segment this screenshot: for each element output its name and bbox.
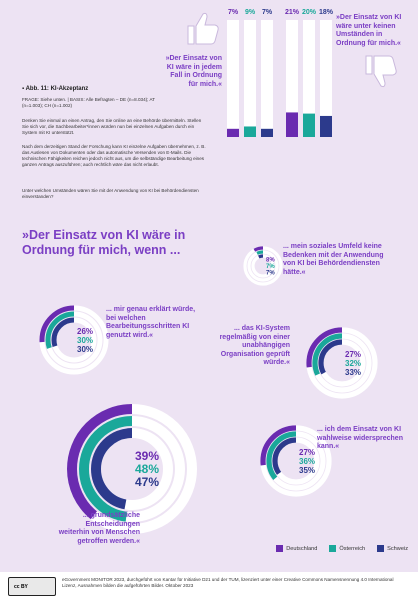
ring-arc (51, 317, 97, 363)
frage-text: FRAGE: Siehe unten. | BASIS: Alle Befrag… (22, 97, 155, 108)
bar-track (244, 20, 256, 137)
ring-arc (312, 333, 372, 393)
bar-track (320, 20, 332, 137)
ring-value-label: 39% (135, 449, 159, 463)
ring-arc (266, 431, 326, 491)
bar-value-label: 7% (228, 9, 239, 16)
legend-at: Österreich (329, 545, 365, 552)
intro-3: Unter welchen Umständen wären Sie mit de… (22, 188, 199, 199)
radial-label-0: ... mein soziales Umfeld keine Bedenken … (283, 243, 384, 276)
bar (320, 115, 332, 137)
thumbs-up-icon (187, 12, 219, 45)
ring-arc (251, 254, 275, 278)
ring-value-label: 36% (299, 457, 315, 466)
radial-label-4: ... grundsätzliche Entscheidungen weiter… (58, 512, 140, 545)
cc-by-badge: cc BY (8, 577, 56, 596)
bar (303, 113, 315, 137)
bar-track (227, 20, 239, 137)
ring-value-label: 33% (345, 368, 361, 377)
quote-right: »Der Einsatz von KI wäre unter keinen Um… (336, 14, 402, 47)
ring-value-label: 7% (266, 271, 275, 277)
ring-arc (39, 305, 109, 375)
footer (0, 572, 418, 600)
ring-arc (247, 250, 279, 282)
bar-value-label: 21% (285, 9, 300, 16)
legend-label-de: Deutschland (286, 545, 318, 552)
ring-value-label: 30% (77, 345, 93, 354)
bullet-icon: ▪ (22, 86, 26, 92)
ring-arc (79, 416, 185, 522)
bar-value-label: 18% (319, 9, 334, 16)
ring-arc (306, 327, 378, 399)
legend: Deutschland Österreich Schweiz (238, 545, 408, 552)
ring-value-label: 26% (77, 327, 93, 336)
bar (244, 126, 256, 137)
ring-arc (91, 428, 173, 510)
intro-2: Nach dem derzeitigen Stand der Forschung… (22, 144, 206, 167)
legend-swatch-ch (377, 545, 385, 552)
radial-label-2: ... das KI-System regelmäßig von einer u… (219, 325, 290, 366)
legend-swatch-at (329, 545, 337, 552)
ring-value-label: 8% (266, 258, 275, 264)
bar (227, 128, 239, 137)
bar-value-label: 20% (302, 9, 317, 16)
bar-track (286, 20, 298, 137)
main-heading: »Der Einsatz von KI wäre in Ordnung für … (22, 228, 186, 257)
bar-value-label: 7% (262, 9, 273, 16)
ring-value-label: 7% (266, 264, 275, 270)
cc-badge-text: cc BY (14, 583, 28, 590)
ring-value-label: 27% (345, 350, 361, 359)
radial-label-1: ... mir genau erklärt würde, bei welchen… (106, 306, 196, 339)
legend-ch: Schweiz (377, 545, 408, 552)
ring-arc (45, 311, 103, 369)
legend-de: Deutschland (276, 545, 317, 552)
bar-value-label: 9% (245, 9, 256, 16)
ring-value-label: 30% (77, 336, 93, 345)
bar (286, 112, 298, 137)
ring-value-label: 47% (135, 475, 159, 489)
figure-title-text: Abb. 11: KI-Akzeptanz (25, 86, 89, 92)
top-bar-chart: 7% 9% 7% 21% 20% 18% (227, 9, 334, 137)
bar-track (303, 20, 315, 137)
ring-value-label: 27% (299, 448, 315, 457)
figure-title: ▪ Abb. 11: KI-Akzeptanz (22, 86, 88, 92)
ring-arc (243, 246, 283, 286)
ring-value-label: 32% (345, 359, 361, 368)
thumbs-down-icon (365, 55, 397, 88)
intro-1: Denken Sie einmal an einen Antrag, den S… (22, 118, 202, 135)
ring-arc (272, 437, 320, 485)
bar-track (261, 20, 273, 137)
bar (261, 128, 273, 137)
legend-swatch-de (276, 545, 284, 552)
ring-arc (67, 404, 197, 534)
legend-label-ch: Schweiz (387, 545, 408, 552)
quote-left: »Der Einsatz von KI wäre in jedem Fall i… (165, 55, 222, 88)
ring-arc (318, 339, 366, 387)
ring-arc (260, 425, 332, 497)
footer-text: eGovernment MONITOR 2023, durchgeführt v… (62, 577, 394, 589)
ring-value-label: 48% (135, 462, 159, 476)
ring-value-label: 35% (299, 466, 315, 475)
radial-charts: 8%7%7%26%30%30%27%32%33%27%36%35%39%48%4… (39, 246, 378, 534)
legend-label-at: Österreich (339, 545, 366, 552)
radial-label-3: ... ich dem Einsatz von KI wahlweise wid… (317, 426, 403, 450)
